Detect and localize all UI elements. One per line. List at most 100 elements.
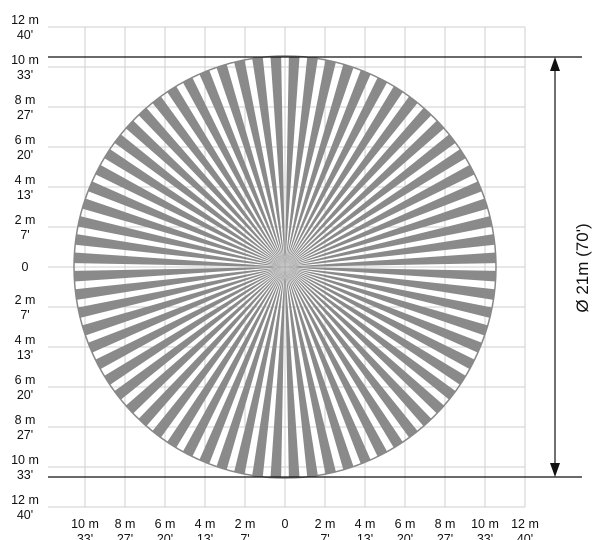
spray-spoke xyxy=(82,198,285,267)
spray-spoke xyxy=(285,267,482,353)
spray-spoke xyxy=(285,216,493,267)
y-tick-feet: 40' xyxy=(17,508,33,522)
y-tick-feet: 40' xyxy=(17,28,33,42)
spray-spoke xyxy=(182,267,285,457)
y-tick-meters: 0 xyxy=(22,260,29,274)
arrowhead-up xyxy=(550,57,560,71)
spray-spoke xyxy=(285,267,388,457)
spray-spoke xyxy=(114,267,285,400)
spray-spoke xyxy=(252,267,285,477)
spray-spoke xyxy=(125,120,285,267)
y-tick-meters: 2 m xyxy=(15,293,36,307)
spray-spoke xyxy=(285,267,445,414)
spray-spoke xyxy=(125,267,285,414)
spray-spoke xyxy=(234,59,285,267)
spray-spoke xyxy=(285,198,488,267)
x-tick-feet: 27' xyxy=(117,532,133,540)
spray-spoke xyxy=(104,267,285,385)
spray-spoke xyxy=(74,267,285,282)
spray-spoke xyxy=(285,267,493,318)
x-tick-feet: 20' xyxy=(397,532,413,540)
spray-spoke xyxy=(285,267,403,448)
spray-spoke xyxy=(285,59,336,267)
spray-spoke xyxy=(285,267,371,464)
spray-spoke xyxy=(285,86,403,267)
spray-spoke xyxy=(77,267,285,318)
coverage-circle xyxy=(73,55,497,479)
spray-spoke xyxy=(285,96,418,267)
x-tick-meters: 4 m xyxy=(195,517,216,531)
y-tick-meters: 8 m xyxy=(15,413,36,427)
y-tick-meters: 12 m xyxy=(11,13,39,27)
y-tick-labels: 12 m40'10 m33'8 m27'6 m20'4 m13'2 m7'02 … xyxy=(11,13,39,522)
x-tick-feet: 40' xyxy=(517,532,533,540)
y-tick-meters: 2 m xyxy=(15,213,36,227)
spray-spoke xyxy=(199,70,285,267)
spray-spoke xyxy=(285,134,456,267)
x-tick-feet: 33' xyxy=(77,532,93,540)
spray-spoke xyxy=(114,134,285,267)
spray-spoke xyxy=(104,149,285,267)
spray-spoke xyxy=(285,234,495,267)
spray-spoke xyxy=(152,267,285,438)
spray-spoke xyxy=(234,267,285,475)
y-tick-feet: 27' xyxy=(17,428,33,442)
spray-spoke xyxy=(216,267,285,470)
y-tick-feet: 33' xyxy=(17,68,33,82)
x-tick-meters: 8 m xyxy=(115,517,136,531)
x-tick-meters: 10 m xyxy=(71,517,99,531)
spray-spoke xyxy=(285,267,466,385)
spray-spoke xyxy=(285,267,318,477)
x-tick-meters: 10 m xyxy=(471,517,499,531)
spray-spoke xyxy=(199,267,285,464)
spray-spoke xyxy=(285,267,354,470)
spray-spoke xyxy=(216,64,285,267)
spray-spoke xyxy=(285,181,482,267)
spray-spoke xyxy=(285,252,496,267)
y-tick-meters: 4 m xyxy=(15,173,36,187)
spray-spoke xyxy=(252,57,285,268)
y-tick-feet: 27' xyxy=(17,108,33,122)
spray-spoke xyxy=(270,267,285,478)
spray-spoke xyxy=(95,164,285,267)
spray-spoke xyxy=(270,56,285,267)
y-tick-meters: 4 m xyxy=(15,333,36,347)
y-tick-feet: 20' xyxy=(17,148,33,162)
spray-spoke xyxy=(285,56,300,267)
spray-spoke xyxy=(285,267,418,438)
y-tick-meters: 10 m xyxy=(11,453,39,467)
spray-spoke xyxy=(285,64,354,267)
spray-spoke xyxy=(88,267,285,353)
spray-spoke xyxy=(167,86,285,267)
x-tick-feet: 27' xyxy=(437,532,453,540)
y-tick-meters: 10 m xyxy=(11,53,39,67)
x-tick-feet: 7' xyxy=(320,532,329,540)
x-tick-feet: 20' xyxy=(157,532,173,540)
y-tick-feet: 20' xyxy=(17,388,33,402)
y-tick-feet: 7' xyxy=(20,308,29,322)
spray-spoke xyxy=(88,181,285,267)
y-tick-feet: 13' xyxy=(17,348,33,362)
x-tick-feet: 13' xyxy=(357,532,373,540)
spray-spoke xyxy=(285,57,318,268)
y-tick-feet: 33' xyxy=(17,468,33,482)
spray-spoke xyxy=(285,267,456,400)
y-tick-feet: 13' xyxy=(17,188,33,202)
spray-spoke xyxy=(285,267,432,427)
x-tick-meters: 12 m xyxy=(511,517,539,531)
spray-spoke xyxy=(138,267,285,427)
spray-spoke xyxy=(75,267,286,300)
spray-spoke xyxy=(285,149,466,267)
x-tick-meters: 6 m xyxy=(395,517,416,531)
spray-spoke xyxy=(82,267,285,336)
y-tick-meters: 6 m xyxy=(15,373,36,387)
spray-spoke xyxy=(285,164,475,267)
arrowhead-down xyxy=(550,463,560,477)
spray-spoke xyxy=(77,216,285,267)
spray-spokes xyxy=(74,56,496,478)
spray-spoke xyxy=(285,107,432,267)
x-tick-meters: 2 m xyxy=(315,517,336,531)
spray-spoke xyxy=(285,267,475,370)
x-tick-meters: 6 m xyxy=(155,517,176,531)
